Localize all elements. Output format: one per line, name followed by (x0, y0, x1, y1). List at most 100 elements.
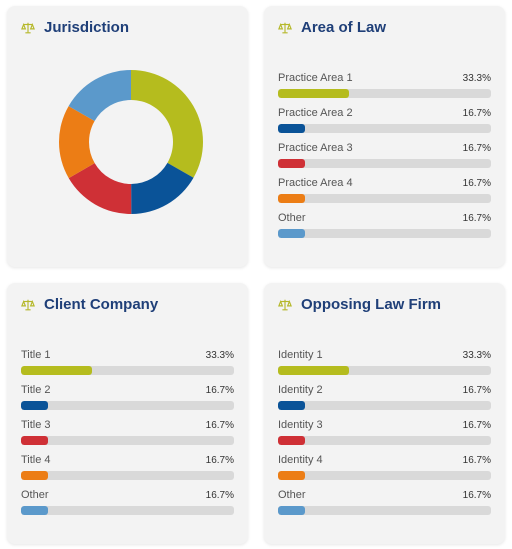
bar-row: Identity 3 16.7% (278, 419, 491, 454)
bar-track (21, 401, 234, 410)
bar-row: Title 1 33.3% (21, 349, 234, 384)
bar-row-header: Identity 1 33.3% (278, 349, 491, 362)
bar-row: Identity 2 16.7% (278, 384, 491, 419)
bar-label: Title 4 (21, 454, 51, 466)
bar-fill (21, 436, 48, 445)
bar-row: Title 4 16.7% (21, 454, 234, 489)
bar-fill (21, 366, 92, 375)
opposing-law-firm-rows: Identity 1 33.3% Identity 2 16.7% Identity 3… (278, 349, 491, 524)
bar-label: Practice Area 1 (278, 72, 353, 84)
bar-label: Practice Area 4 (278, 177, 353, 189)
bar-row: Practice Area 2 16.7% (278, 107, 491, 142)
bar-fill (278, 471, 305, 480)
client-company-rows: Title 1 33.3% Title 2 16.7% Title 3 16.7% Titl… (21, 349, 234, 524)
scales-icon (277, 20, 293, 36)
bar-label: Title 1 (21, 349, 51, 361)
donut-slice (68, 163, 132, 214)
bar-label: Identity 4 (278, 454, 323, 466)
bar-label: Title 3 (21, 419, 51, 431)
bar-track (278, 124, 491, 133)
bar-row: Practice Area 1 33.3% (278, 72, 491, 107)
opposing-law-firm-title: Opposing Law Firm (301, 296, 442, 313)
bar-row-header: Title 2 16.7% (21, 384, 234, 397)
bar-track (278, 401, 491, 410)
bar-row-header: Other 16.7% (21, 489, 234, 502)
bar-percent: 16.7% (462, 420, 491, 431)
bar-fill (278, 401, 305, 410)
bar-percent: 16.7% (205, 385, 234, 396)
client-company-title: Client Company (44, 296, 159, 313)
area-of-law-title: Area of Law (301, 19, 387, 36)
bar-fill (278, 124, 305, 133)
jurisdiction-donut-chart (53, 64, 209, 220)
bar-percent: 16.7% (462, 108, 491, 119)
bar-track (278, 436, 491, 445)
bar-fill (278, 366, 349, 375)
bar-label: Title 2 (21, 384, 51, 396)
donut-slice (58, 106, 95, 179)
bar-track (278, 89, 491, 98)
bar-row: Practice Area 3 16.7% (278, 142, 491, 177)
scales-icon (20, 297, 36, 313)
bar-percent: 16.7% (462, 143, 491, 154)
bar-row-header: Other 16.7% (278, 489, 491, 502)
bar-fill (21, 506, 48, 515)
area-of-law-card: Area of Law Practice Area 1 33.3% Practice… (264, 6, 505, 267)
bar-label: Identity 2 (278, 384, 323, 396)
jurisdiction-card: Jurisdiction (7, 6, 248, 267)
bar-fill (278, 506, 305, 515)
bar-row-header: Title 1 33.3% (21, 349, 234, 362)
bar-track (278, 471, 491, 480)
scales-icon (277, 297, 293, 313)
bar-fill (278, 194, 305, 203)
bar-label: Practice Area 2 (278, 107, 353, 119)
bar-percent: 16.7% (462, 455, 491, 466)
bar-track (278, 366, 491, 375)
bar-label: Identity 3 (278, 419, 323, 431)
bar-row-header: Practice Area 3 16.7% (278, 142, 491, 155)
bar-row-header: Identity 4 16.7% (278, 454, 491, 467)
bar-row: Other 16.7% (278, 489, 491, 524)
bar-fill (21, 471, 48, 480)
bar-percent: 16.7% (462, 490, 491, 501)
bar-fill (278, 89, 349, 98)
bar-row: Identity 4 16.7% (278, 454, 491, 489)
bar-row: Title 3 16.7% (21, 419, 234, 454)
bar-label: Other (278, 212, 306, 224)
bar-label: Other (278, 489, 306, 501)
bar-row-header: Identity 2 16.7% (278, 384, 491, 397)
jurisdiction-title: Jurisdiction (44, 19, 130, 36)
scales-icon (20, 20, 36, 36)
bar-row-header: Practice Area 2 16.7% (278, 107, 491, 120)
bar-row: Identity 1 33.3% (278, 349, 491, 384)
area-of-law-rows: Practice Area 1 33.3% Practice Area 2 16.7%… (278, 72, 491, 247)
opposing-law-firm-header: Opposing Law Firm (277, 296, 441, 313)
bar-percent: 16.7% (462, 385, 491, 396)
bar-row-header: Title 3 16.7% (21, 419, 234, 432)
bar-fill (278, 436, 305, 445)
bar-row-header: Identity 3 16.7% (278, 419, 491, 432)
bar-row-header: Other 16.7% (278, 212, 491, 225)
bar-row: Title 2 16.7% (21, 384, 234, 419)
opposing-law-firm-card: Opposing Law Firm Identity 1 33.3% Identit… (264, 283, 505, 544)
donut-slice (131, 162, 194, 214)
bar-fill (21, 401, 48, 410)
bar-percent: 16.7% (462, 178, 491, 189)
bar-track (21, 506, 234, 515)
bar-fill (278, 159, 305, 168)
bar-percent: 33.3% (462, 73, 491, 84)
donut-slice (131, 70, 203, 178)
bar-track (278, 229, 491, 238)
bar-label: Identity 1 (278, 349, 323, 361)
bar-percent: 33.3% (462, 350, 491, 361)
bar-percent: 16.7% (205, 420, 234, 431)
jurisdiction-header: Jurisdiction (20, 19, 129, 36)
client-company-header: Client Company (20, 296, 158, 313)
bar-track (278, 506, 491, 515)
bar-track (278, 194, 491, 203)
bar-track (21, 436, 234, 445)
donut-slice (68, 70, 131, 122)
bar-row-header: Practice Area 4 16.7% (278, 177, 491, 190)
client-company-card: Client Company Title 1 33.3% Title 2 16.7% T… (7, 283, 248, 544)
